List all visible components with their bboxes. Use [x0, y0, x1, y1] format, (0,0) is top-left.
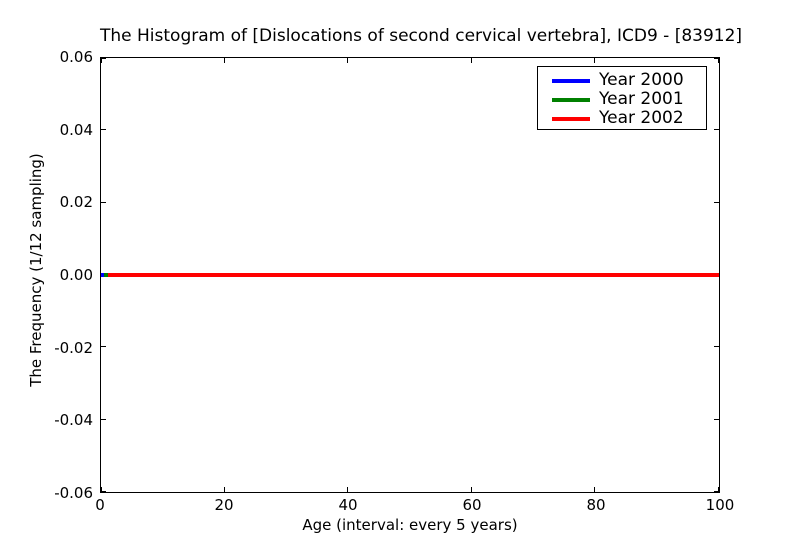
series-line-year-2002 — [108, 273, 719, 277]
legend-swatch-year-2001 — [552, 97, 590, 102]
x-tick-mark — [347, 487, 349, 492]
y-tick-mark — [101, 491, 106, 492]
x-tick-mark — [223, 487, 225, 492]
y-tick-mark — [101, 418, 106, 420]
legend-item-year-2001: Year 2001 — [538, 90, 706, 109]
x-tick-mark — [594, 487, 596, 492]
x-tick-mark — [470, 487, 472, 492]
y-tick-label: 0.04 — [59, 121, 93, 139]
x-tick-label: 40 — [338, 496, 358, 514]
x-tick-mark — [223, 58, 225, 63]
y-tick-mark — [101, 129, 106, 131]
y-tick-label: 0.02 — [59, 193, 93, 211]
x-tick-mark — [718, 487, 719, 492]
x-tick-label: 80 — [586, 496, 606, 514]
legend-item-year-2000: Year 2000 — [538, 71, 706, 90]
x-tick-mark — [594, 58, 596, 63]
x-tick-label: 100 — [705, 496, 735, 514]
chart-title: The Histogram of [Dislocations of second… — [100, 26, 743, 46]
x-tick-label: 0 — [95, 496, 105, 514]
y-tick-mark — [714, 201, 719, 203]
y-tick-label: -0.02 — [54, 339, 93, 357]
y-tick-mark — [101, 201, 106, 203]
y-tick-mark — [101, 58, 106, 59]
y-tick-label: 0.06 — [59, 48, 93, 66]
legend-swatch-year-2000 — [552, 78, 590, 83]
y-tick-mark — [714, 418, 719, 420]
x-axis-label: Age (interval: every 5 years) — [302, 516, 518, 534]
y-tick-mark — [714, 129, 719, 131]
x-tick-label: 20 — [214, 496, 234, 514]
legend-swatch-year-2002 — [552, 116, 590, 121]
x-tick-mark — [347, 58, 349, 63]
x-tick-mark — [101, 487, 102, 492]
legend-item-year-2002: Year 2002 — [538, 109, 706, 128]
y-tick-mark — [101, 346, 106, 348]
legend-label: Year 2002 — [599, 108, 684, 128]
y-tick-mark — [714, 346, 719, 348]
y-tick-mark — [714, 491, 719, 492]
y-axis-label: The Frequency (1/12 sampling) — [27, 153, 45, 387]
x-tick-mark — [470, 58, 472, 63]
y-tick-mark — [714, 58, 719, 59]
legend-label: Year 2000 — [599, 70, 684, 90]
x-tick-mark — [718, 58, 719, 63]
y-tick-label: -0.04 — [54, 411, 93, 429]
legend: Year 2000 Year 2001 Year 2002 — [537, 66, 707, 130]
y-tick-label: -0.06 — [54, 484, 93, 502]
x-tick-mark — [101, 58, 102, 63]
legend-label: Year 2001 — [599, 89, 684, 109]
y-tick-label: 0.00 — [59, 266, 93, 284]
x-tick-label: 60 — [462, 496, 482, 514]
